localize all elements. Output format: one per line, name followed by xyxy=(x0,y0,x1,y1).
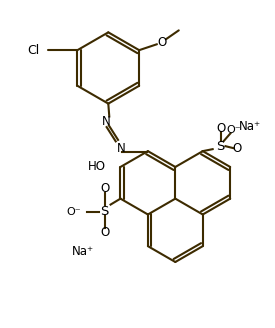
Text: O: O xyxy=(100,226,109,239)
Text: O: O xyxy=(157,36,167,49)
Text: Na⁺: Na⁺ xyxy=(72,245,94,257)
Text: Na⁺: Na⁺ xyxy=(239,120,261,133)
Text: O: O xyxy=(216,122,225,135)
Text: HO: HO xyxy=(88,160,106,174)
Text: N: N xyxy=(117,142,126,155)
Text: O: O xyxy=(233,142,242,155)
Text: Cl: Cl xyxy=(28,44,40,57)
Text: O⁻: O⁻ xyxy=(66,207,81,216)
Text: N: N xyxy=(102,115,111,128)
Text: S: S xyxy=(100,205,109,218)
Text: O: O xyxy=(100,182,109,195)
Text: O⁻: O⁻ xyxy=(226,125,241,135)
Text: S: S xyxy=(216,140,225,153)
